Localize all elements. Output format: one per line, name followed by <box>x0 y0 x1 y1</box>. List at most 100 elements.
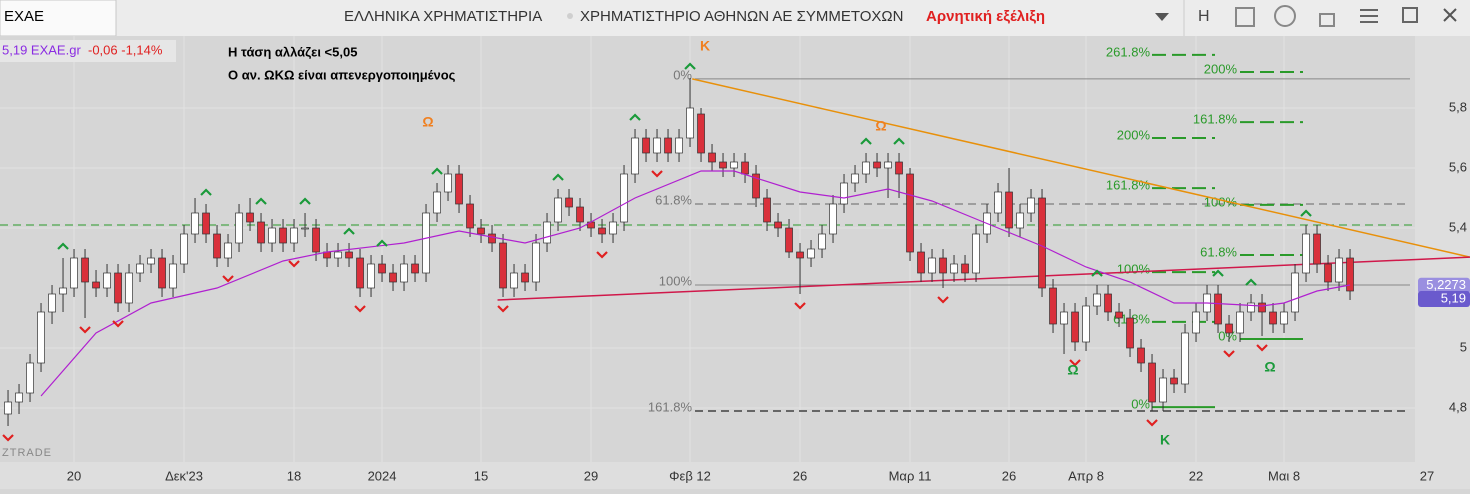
y-tick-label: 5 <box>1460 339 1467 354</box>
trendline <box>692 78 1470 258</box>
candle-body <box>961 263 969 274</box>
candle-body <box>268 227 276 244</box>
up-signal <box>893 137 905 145</box>
fib-label: 100% <box>659 273 693 288</box>
down-signal <box>2 434 14 442</box>
candle-body <box>477 227 485 235</box>
plot-area <box>0 36 1415 462</box>
candle-body <box>1269 311 1277 325</box>
candle-body <box>1137 347 1145 364</box>
candle-body <box>1027 197 1035 214</box>
down-signal <box>497 305 509 313</box>
candle-body <box>158 257 166 289</box>
candle-body <box>686 107 694 139</box>
fib-label: 200% <box>1117 127 1151 142</box>
candle-body <box>862 161 870 175</box>
candle-body <box>994 191 1002 214</box>
candle-body <box>1313 233 1321 265</box>
candle-body <box>895 161 903 175</box>
y-tick-label: 5,4 <box>1449 219 1467 234</box>
candle-body <box>510 272 518 289</box>
candle-body <box>653 137 661 154</box>
down-signal <box>79 326 91 334</box>
candle-body <box>433 191 441 214</box>
y-tick-label: 4,8 <box>1449 399 1467 414</box>
down-signal <box>1146 419 1158 427</box>
h-button[interactable]: H <box>1198 8 1210 25</box>
candle-body <box>752 173 760 199</box>
dropdown[interactable] <box>1155 13 1169 21</box>
candle-body <box>521 272 529 283</box>
up-signal <box>200 188 212 196</box>
candle-body <box>378 263 386 274</box>
candle-body <box>675 137 683 154</box>
candle-body <box>312 227 320 253</box>
candle-body <box>1335 257 1343 283</box>
candle-body <box>1159 377 1167 403</box>
candle-body <box>389 272 397 283</box>
candle-body <box>928 257 936 274</box>
candle-body <box>202 212 210 235</box>
candle-body <box>1324 263 1332 283</box>
tab[interactable] <box>0 0 117 37</box>
down-signal <box>1223 350 1235 358</box>
pattern-label: K <box>700 38 710 54</box>
candle-body <box>59 287 67 295</box>
separator <box>567 13 573 19</box>
candle-body <box>191 212 199 235</box>
candle-body <box>609 221 617 235</box>
fib-label: 261.8% <box>1106 44 1151 59</box>
change: -0,06 -1,14% <box>88 42 163 57</box>
pattern-label: Ω <box>875 118 886 134</box>
down-signal <box>1069 359 1081 367</box>
lock-icon[interactable] <box>1319 13 1335 27</box>
price-tag <box>1418 291 1470 307</box>
close-icon[interactable] <box>1443 8 1457 22</box>
x-tick-label: 26 <box>793 468 807 483</box>
quote-icon[interactable] <box>1274 5 1296 27</box>
up-signal <box>255 197 267 205</box>
candle-body <box>1148 362 1156 403</box>
down-signal <box>651 170 663 178</box>
candle-body <box>598 227 606 235</box>
candle-body <box>818 233 826 250</box>
restore-icon[interactable] <box>1402 7 1418 23</box>
candle-body <box>763 197 771 223</box>
candle-body <box>1016 212 1024 229</box>
candle-body <box>334 251 342 259</box>
up-signal <box>1245 278 1257 286</box>
save-icon[interactable] <box>1235 7 1255 27</box>
pattern-label: Ω <box>1264 359 1275 375</box>
candle-body <box>444 173 452 193</box>
candle-body <box>466 203 474 229</box>
candle-body <box>939 257 947 274</box>
candle-body <box>213 233 221 259</box>
candle-body <box>169 263 177 289</box>
up-signal <box>629 113 641 121</box>
candle-body <box>37 311 45 364</box>
candle-body <box>411 263 419 274</box>
candle-body <box>1104 293 1112 313</box>
candle-body <box>1346 257 1354 292</box>
candle-body <box>114 272 122 304</box>
candle-body <box>1049 287 1057 325</box>
y-tick-label: 5,6 <box>1449 159 1467 174</box>
up-signal <box>299 197 311 205</box>
candle-body <box>235 212 243 244</box>
pattern-label: Ω <box>1067 362 1078 378</box>
candle-body <box>279 227 287 244</box>
chart: 0% 61.8% 100% 161.8% 261.8% 200% 161.8% 100% 61.… <box>0 36 1470 462</box>
menu-icon[interactable] <box>1360 9 1378 23</box>
candle-body <box>1170 377 1178 385</box>
candle-body <box>1082 305 1090 343</box>
candle-body <box>741 161 749 175</box>
candle-body <box>125 272 133 304</box>
candle-body <box>224 242 232 259</box>
down-signal <box>112 320 124 328</box>
candle-body <box>851 173 859 184</box>
fib-label: 161.8% <box>648 399 693 414</box>
tab-label[interactable]: EXAE <box>4 8 44 25</box>
candle-body <box>1060 311 1068 325</box>
candle-body <box>1280 311 1288 325</box>
